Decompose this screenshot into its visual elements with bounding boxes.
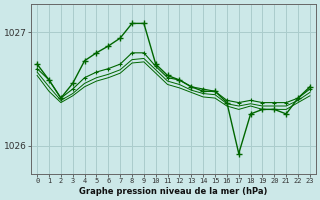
X-axis label: Graphe pression niveau de la mer (hPa): Graphe pression niveau de la mer (hPa) [79,187,268,196]
